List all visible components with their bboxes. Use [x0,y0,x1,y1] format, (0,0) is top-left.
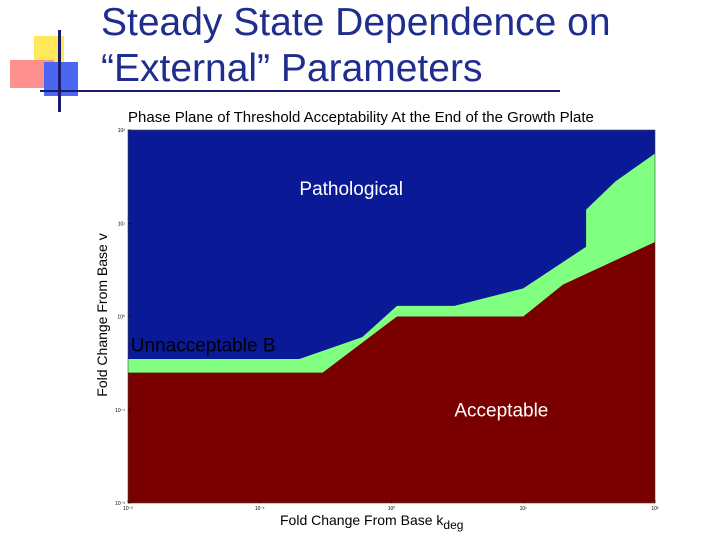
y-tick-label-1: 10¹ [118,221,126,227]
x-tick-label-3: 10¹ [520,506,528,512]
y-tick-label-3: 10⁻¹ [115,408,125,414]
x-axis-label: Fold Change From Base k [280,512,444,528]
region-label-unnacceptable-b: Unnacceptable B [131,336,276,357]
slide-title: Steady State Dependence on “External” Pa… [101,0,701,92]
y-tick-label-2: 10⁰ [117,315,125,321]
slide-title-line-1: Steady State Dependence on [101,1,611,44]
region-acceptable [128,241,655,503]
x-tick-label-0: 10⁻² [123,506,133,512]
chart-title: Phase Plane of Threshold Acceptability A… [128,109,594,126]
region-label-acceptable: Acceptable [454,400,548,421]
y-tick-label-0: 10² [118,128,126,134]
region-label-pathological: Pathological [299,179,403,200]
x-tick-label-2: 10⁰ [388,506,396,512]
decor-horizontal-line [40,90,560,92]
y-tick-label-4: 10⁻² [115,501,125,507]
x-axis-label-subscript: deg [443,517,464,532]
x-tick-label-1: 10⁻¹ [255,506,265,512]
x-tick-label-4: 10² [651,506,659,512]
slide-title-line-2: “External” Parameters [101,47,483,90]
decor-vertical-line [58,30,61,112]
x-axis-label-wrap: Fold Change From Base kdeg [280,512,463,532]
